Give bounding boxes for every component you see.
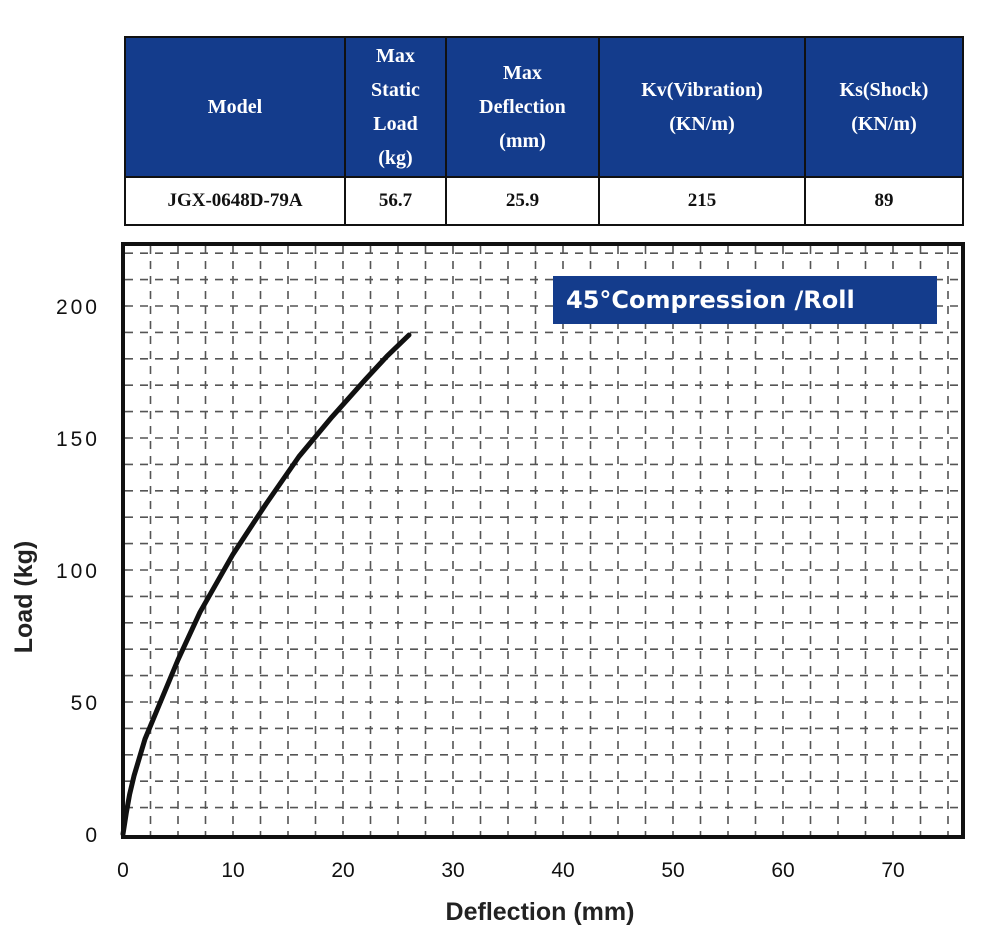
x-tick-label: 50 — [661, 859, 684, 882]
header-line: Ks(Shock) — [839, 79, 929, 101]
header-ks-shock: Ks(Shock) (KN/m) — [804, 36, 964, 178]
header-kv-vibration: Kv(Vibration) (KN/m) — [598, 36, 806, 178]
y-tick-label: 200 — [56, 296, 100, 319]
header-line: Static — [371, 79, 420, 101]
table-row: JGX-0648D-79A 56.7 25.9 215 89 — [124, 176, 964, 226]
header-line: (mm) — [499, 130, 546, 152]
cell-model: JGX-0648D-79A — [124, 176, 346, 226]
plot-frame — [121, 242, 965, 839]
y-tick-label: 0 — [85, 824, 100, 847]
header-line: Kv(Vibration) — [641, 79, 763, 101]
x-tick-label: 60 — [771, 859, 794, 882]
header-line: Max — [376, 45, 415, 67]
header-line: Deflection — [479, 96, 566, 118]
header-line: (KN/m) — [669, 113, 735, 135]
y-tick-label: 150 — [56, 428, 100, 451]
series-layer — [120, 332, 412, 837]
x-tick-label: 40 — [551, 859, 574, 882]
y-tick-label: 50 — [71, 692, 100, 715]
x-tick-label: 30 — [441, 859, 464, 882]
cell-max-deflection: 25.9 — [445, 176, 600, 226]
cell-ks: 89 — [804, 176, 964, 226]
x-tick-label: 10 — [221, 859, 244, 882]
header-model-line: Model — [207, 96, 263, 118]
header-line: (KN/m) — [851, 113, 917, 135]
series-line-0 — [120, 332, 412, 837]
header-model: Model — [124, 36, 346, 178]
header-line: (kg) — [378, 147, 413, 169]
header-max-deflection: Max Deflection (mm) — [445, 36, 600, 178]
load-deflection-chart: 0 10 20 30 40 50 60 70 0 50 100 150 200 45°Compress… — [10, 242, 965, 926]
spec-table: Model Max Static Load (kg) Max Deflectio… — [124, 36, 964, 226]
cell-kv: 215 — [598, 176, 806, 226]
header-line: Load — [373, 113, 418, 135]
y-axis-title: Load (kg) — [10, 541, 38, 654]
header-max-static-load: Max Static Load (kg) — [344, 36, 447, 178]
x-axis-ticks: 0 10 20 30 40 50 60 70 — [117, 859, 905, 882]
table-header-row: Model Max Static Load (kg) Max Deflectio… — [124, 36, 964, 178]
x-axis-title: Deflection (mm) — [446, 898, 635, 926]
grid — [125, 246, 961, 836]
x-tick-label: 0 — [117, 859, 129, 882]
chart-title-box — [553, 276, 937, 324]
x-tick-label: 70 — [881, 859, 904, 882]
chart-title: 45°Compression /Roll — [566, 286, 855, 314]
y-tick-label: 100 — [56, 560, 100, 583]
cell-max-static-load: 56.7 — [344, 176, 447, 226]
x-tick-label: 20 — [331, 859, 354, 882]
header-line: Max — [503, 62, 542, 84]
y-axis-ticks: 0 50 100 150 200 — [56, 296, 100, 847]
